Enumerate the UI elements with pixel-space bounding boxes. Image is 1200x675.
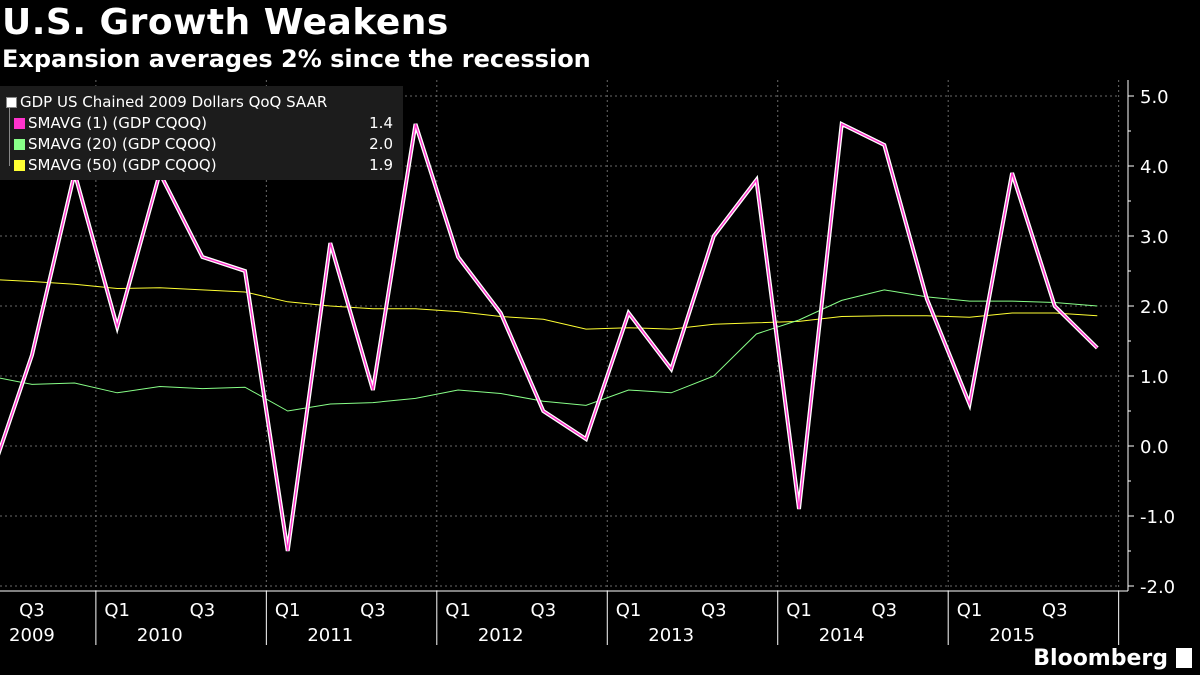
year-label: 2010 bbox=[137, 625, 183, 646]
legend-swatch bbox=[14, 118, 25, 129]
legend-header: GDP US Chained 2009 Dollars QoQ SAAR bbox=[6, 92, 327, 112]
x-tick-label: Q3 bbox=[1042, 600, 1068, 621]
legend-item: SMAVG (50) (GDP CQOQ) bbox=[14, 155, 217, 175]
x-tick-label: Q3 bbox=[360, 600, 386, 621]
legend-item-value: 2.0 bbox=[369, 135, 393, 153]
legend-item-label: SMAVG (1) (GDP CQOQ) bbox=[28, 114, 208, 132]
y-tick-label: -2.0 bbox=[1140, 577, 1175, 598]
year-label: 2012 bbox=[478, 625, 524, 646]
y-axis: 5.0 4.0 3.0 2.0 1.0 0.0 -1.0 -2.0 bbox=[1127, 80, 1175, 598]
legend-item-label: SMAVG (20) (GDP CQOQ) bbox=[28, 135, 217, 153]
y-tick-label: -1.0 bbox=[1140, 507, 1175, 528]
x-tick-label: Q1 bbox=[445, 600, 471, 621]
chart-title: U.S. Growth Weakens bbox=[2, 2, 449, 43]
x-tick-label: Q1 bbox=[616, 600, 642, 621]
legend-item: SMAVG (1) (GDP CQOQ) bbox=[14, 113, 207, 133]
y-tick-label: 3.0 bbox=[1140, 227, 1169, 248]
x-tick-label: Q3 bbox=[871, 600, 897, 621]
legend-item-label: SMAVG (50) (GDP CQOQ) bbox=[28, 156, 217, 174]
series-line-smavg-1 bbox=[0, 122, 1098, 552]
year-label: 2011 bbox=[307, 625, 353, 646]
chart-subtitle: Expansion averages 2% since the recessio… bbox=[2, 45, 591, 73]
x-tick-label: Q1 bbox=[104, 600, 130, 621]
y-tick-label: 0.0 bbox=[1140, 437, 1169, 458]
year-label: 2009 bbox=[9, 625, 55, 646]
x-axis: Q3 Q1 Q3 Q1 Q3 Q1 Q3 Q1 Q3 Q1 Q3 Q1 Q3 2009 2010 2011 20… bbox=[0, 590, 1128, 646]
legend: GDP US Chained 2009 Dollars QoQ SAAR SMA… bbox=[0, 86, 403, 180]
series-line-smavg-50 bbox=[0, 279, 1098, 330]
brand-label: Bloomberg bbox=[1033, 646, 1168, 671]
x-tick-label: Q3 bbox=[701, 600, 727, 621]
legend-collapse-icon[interactable] bbox=[6, 97, 17, 108]
chart-series bbox=[0, 120, 1099, 552]
bloomberg-icon bbox=[1176, 648, 1192, 668]
x-tick-label: Q3 bbox=[19, 600, 45, 621]
x-tick-label: Q1 bbox=[786, 600, 812, 621]
y-tick-label: 2.0 bbox=[1140, 297, 1169, 318]
legend-item-value: 1.4 bbox=[369, 114, 393, 132]
legend-swatch bbox=[14, 139, 25, 150]
y-tick-label: 4.0 bbox=[1140, 157, 1169, 178]
y-tick-label: 1.0 bbox=[1140, 367, 1169, 388]
x-tick-label: Q3 bbox=[190, 600, 216, 621]
y-tick-label: 5.0 bbox=[1140, 87, 1169, 108]
legend-item-value: 1.9 bbox=[369, 156, 393, 174]
legend-swatch bbox=[14, 160, 25, 171]
series-line-outline bbox=[0, 120, 1099, 552]
legend-tree-line bbox=[9, 104, 16, 166]
year-label: 2013 bbox=[648, 625, 694, 646]
year-label: 2015 bbox=[989, 625, 1035, 646]
legend-item: SMAVG (20) (GDP CQOQ) bbox=[14, 134, 217, 154]
bloomberg-logo: Bloomberg bbox=[1033, 646, 1192, 671]
year-label: 2014 bbox=[819, 625, 865, 646]
legend-header-label: GDP US Chained 2009 Dollars QoQ SAAR bbox=[20, 93, 328, 111]
x-tick-label: Q1 bbox=[275, 600, 301, 621]
x-tick-label: Q1 bbox=[957, 600, 983, 621]
series-line-smavg-20 bbox=[0, 289, 1098, 412]
x-tick-label: Q3 bbox=[531, 600, 557, 621]
